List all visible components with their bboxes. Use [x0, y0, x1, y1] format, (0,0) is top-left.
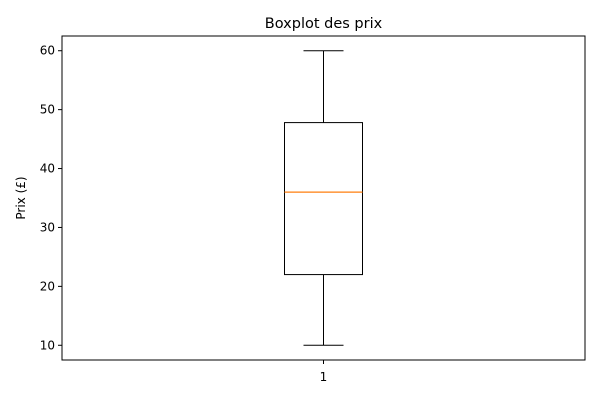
chart-title: Boxplot des prix — [265, 16, 383, 32]
plot-area: 10 20 30 40 50 60 1 — [40, 35, 586, 384]
x-tick-label: 1 — [320, 370, 328, 384]
y-tick-label: 10 — [40, 338, 55, 352]
box-iqr — [284, 122, 363, 276]
y-tick-label: 30 — [40, 220, 55, 234]
y-tick-label: 20 — [40, 279, 55, 293]
y-tick-label: 40 — [40, 162, 55, 176]
y-tick-label: 60 — [40, 44, 55, 58]
y-tick-label: 50 — [40, 103, 55, 117]
y-axis-label: Prix (£) — [14, 176, 28, 219]
